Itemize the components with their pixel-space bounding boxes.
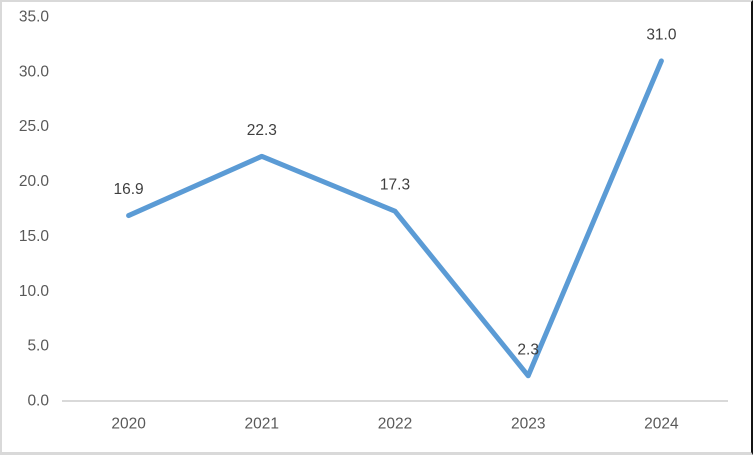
y-tick-label: 0.0 <box>27 393 49 410</box>
x-tick-label: 2022 <box>378 416 412 433</box>
x-tick-label: 2024 <box>644 416 679 433</box>
y-tick-label: 35.0 <box>19 9 50 26</box>
y-tick-label: 30.0 <box>19 63 50 80</box>
y-tick-label: 15.0 <box>19 228 50 245</box>
y-tick-label: 25.0 <box>19 118 50 135</box>
y-tick-label: 20.0 <box>19 173 50 190</box>
y-tick-label: 5.0 <box>27 338 49 355</box>
x-tick-label: 2021 <box>245 416 279 433</box>
data-label: 2.3 <box>517 341 539 358</box>
data-label: 17.3 <box>380 177 410 194</box>
x-tick-label: 2020 <box>111 416 146 433</box>
data-label: 31.0 <box>646 26 677 43</box>
data-label: 16.9 <box>114 181 144 198</box>
series-line <box>126 58 664 379</box>
x-tick-label: 2023 <box>511 416 545 433</box>
y-tick-label: 10.0 <box>19 283 50 300</box>
data-label: 22.3 <box>247 122 277 139</box>
